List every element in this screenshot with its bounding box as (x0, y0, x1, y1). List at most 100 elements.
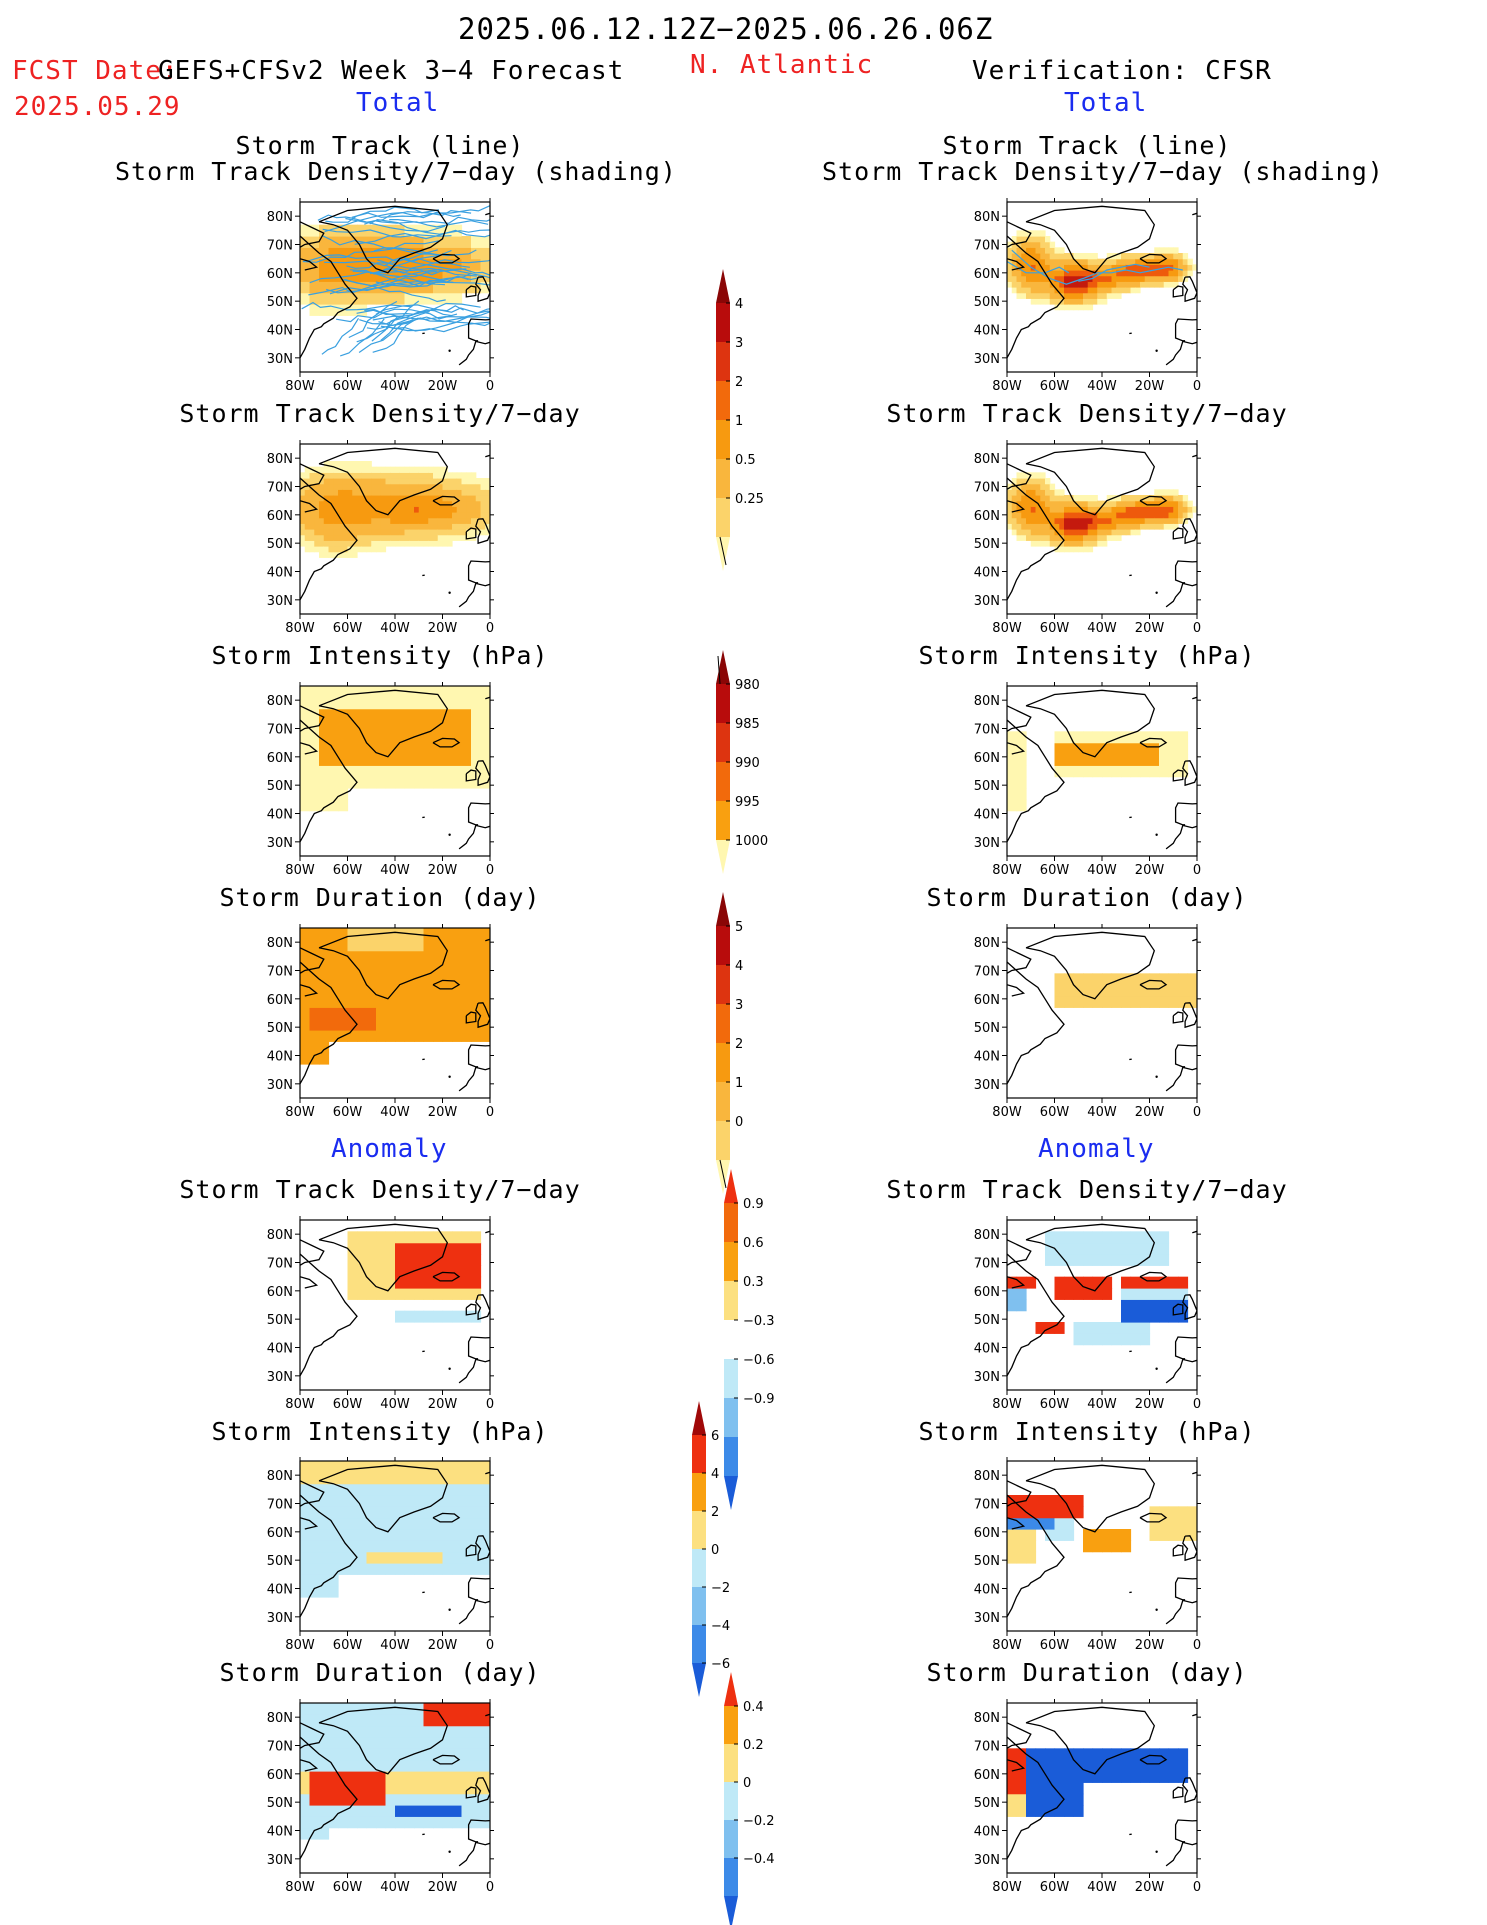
lat-tick-label: 40N (267, 808, 293, 823)
lon-tick-label: 60W (333, 621, 363, 636)
title-l-anom-intensity: Storm Intensity (hPa) (211, 1417, 549, 1446)
lat-tick-label: 80N (267, 1711, 293, 1726)
lat-tick-label: 80N (974, 1711, 1000, 1726)
lat-tick-label: 80N (267, 210, 293, 225)
title-r-anom-density: Storm Track Density/7−day (886, 1175, 1288, 1204)
lon-tick-label: 60W (1040, 1638, 1070, 1653)
lon-tick-label: 20W (1135, 621, 1165, 636)
lat-tick-label: 60N (267, 1526, 293, 1541)
lon-tick-label: 40W (1087, 1397, 1117, 1412)
lat-tick-label: 60N (267, 1768, 293, 1783)
colorbar-intensity-anom: 6 4 2 0 −2 −4 −6 (692, 1401, 730, 1697)
panel-l-intensity-coastline (300, 689, 490, 850)
lon-tick-label: 60W (333, 1880, 363, 1895)
lat-tick-label: 50N (267, 1021, 293, 1036)
colorbar-intensity-total-label: 995 (735, 795, 760, 810)
panel-l-density: 80W 60W 40W 20W 0 80N 70N 60N 50N 40N 30N (267, 440, 494, 636)
lon-tick-label: 0 (486, 379, 494, 394)
fcst-date-label: FCST Date: (12, 56, 179, 86)
lon-tick-label: 20W (1135, 863, 1165, 878)
panel-r-density-shading (1007, 472, 1197, 553)
lat-tick-label: 50N (974, 537, 1000, 552)
lat-tick-label: 40N (267, 1583, 293, 1598)
title-r-track-line: Storm Track (line) (942, 131, 1232, 160)
colorbar-density-anom-label: 0.9 (743, 1197, 764, 1212)
lon-tick-label: 80W (285, 1638, 315, 1653)
model-label: GEFS+CFSv2 Week 3−4 Forecast (158, 56, 625, 86)
panel-l-anom-density-coastline (300, 1223, 490, 1384)
lat-tick-label: 60N (974, 509, 1000, 524)
lat-tick-label: 70N (267, 1740, 293, 1755)
lon-tick-label: 40W (380, 621, 410, 636)
colorbar-intensity-anom-label: −6 (711, 1657, 730, 1672)
lat-tick-label: 70N (267, 481, 293, 496)
lat-tick-label: 80N (267, 694, 293, 709)
lat-tick-label: 30N (267, 352, 293, 367)
title-l-density: Storm Track Density/7−day (179, 399, 581, 428)
lon-tick-label: 60W (1040, 1880, 1070, 1895)
colorbar-intensity-anom-label: 4 (711, 1467, 719, 1482)
colorbar-density-anom: 0.9 0.6 0.3 −0.3 −0.6 −0.9 (724, 1169, 775, 1510)
panel-l-duration: 80W 60W 40W 20W 0 80N 70N 60N 50N 40N 30N (267, 924, 494, 1120)
lat-tick-label: 80N (267, 452, 293, 467)
lon-tick-label: 40W (1087, 621, 1117, 636)
region-label: N. Atlantic (690, 50, 874, 80)
lat-tick-label: 70N (974, 723, 1000, 738)
panel-r-anom-density-coastline (1007, 1223, 1197, 1384)
lat-tick-label: 40N (974, 566, 1000, 581)
lon-tick-label: 40W (1087, 1105, 1117, 1120)
colorbar-intensity-total-label: 990 (735, 756, 760, 771)
panel-l-track-coastline (300, 205, 490, 366)
lat-tick-label: 60N (267, 751, 293, 766)
lat-tick-label: 70N (267, 1498, 293, 1513)
lat-tick-label: 50N (267, 295, 293, 310)
panel-r-duration-frame (1006, 927, 1198, 1099)
lat-tick-label: 50N (974, 1796, 1000, 1811)
lon-tick-label: 40W (1087, 379, 1117, 394)
colorbar-density-total-label: 3 (735, 336, 743, 351)
lon-tick-label: 60W (1040, 863, 1070, 878)
lon-tick-label: 0 (486, 621, 494, 636)
panel-r-intensity-coastline (1007, 689, 1197, 850)
lon-tick-label: 80W (285, 379, 315, 394)
lon-tick-label: 60W (333, 379, 363, 394)
lat-tick-label: 70N (974, 239, 1000, 254)
panel-r-anom-duration-coastline (1007, 1706, 1197, 1867)
colorbar-density-total-label: 0.25 (735, 492, 764, 507)
title-r-anom-duration: Storm Duration (day) (926, 1658, 1248, 1687)
lon-tick-label: 40W (380, 1638, 410, 1653)
panel-r-anom-duration: 80W 60W 40W 20W 0 80N 70N 60N 50N 40N 30N (974, 1699, 1201, 1895)
lat-tick-label: 60N (974, 1768, 1000, 1783)
colorbar-duration-total-label: 4 (735, 959, 743, 974)
lat-tick-label: 70N (267, 1257, 293, 1272)
panel-r-track-coastline (1007, 205, 1197, 366)
panel-l-density-coastline (300, 447, 490, 608)
lon-tick-label: 20W (1135, 379, 1165, 394)
colorbar-intensity-total-label: 985 (735, 717, 760, 732)
colorbar-density-total-label: 2 (735, 375, 743, 390)
lat-tick-label: 60N (267, 509, 293, 524)
colorbar-duration-total-label: 1 (735, 1076, 743, 1091)
panel-l-anom-duration-shading (300, 1703, 490, 1840)
lat-tick-label: 40N (267, 1342, 293, 1357)
lon-tick-label: 40W (380, 863, 410, 878)
lon-tick-label: 40W (380, 1105, 410, 1120)
panel-r-density: 80W 60W 40W 20W 0 80N 70N 60N 50N 40N 30N (974, 440, 1201, 636)
lat-tick-label: 40N (974, 1342, 1000, 1357)
lat-tick-label: 30N (974, 1611, 1000, 1626)
panel-r-duration-shading (1054, 973, 1197, 1008)
panel-r-duration: 80W 60W 40W 20W 0 80N 70N 60N 50N 40N 30N (974, 924, 1201, 1120)
colorbar-intensity-total-label: 980 (735, 678, 760, 693)
lat-tick-label: 40N (974, 808, 1000, 823)
title-r-duration: Storm Duration (day) (926, 883, 1248, 912)
lat-tick-label: 30N (267, 1078, 293, 1093)
lat-tick-label: 50N (267, 1796, 293, 1811)
colorbar-intensity-anom-label: 0 (711, 1543, 719, 1558)
lat-tick-label: 70N (974, 1498, 1000, 1513)
lon-tick-label: 80W (992, 1880, 1022, 1895)
title-l-anom-density: Storm Track Density/7−day (179, 1175, 581, 1204)
lat-tick-label: 30N (974, 1853, 1000, 1868)
colorbar-density-anom-label: 0.3 (743, 1275, 764, 1290)
lon-tick-label: 40W (1087, 1638, 1117, 1653)
panel-r-anom-duration-shading (1007, 1748, 1189, 1817)
